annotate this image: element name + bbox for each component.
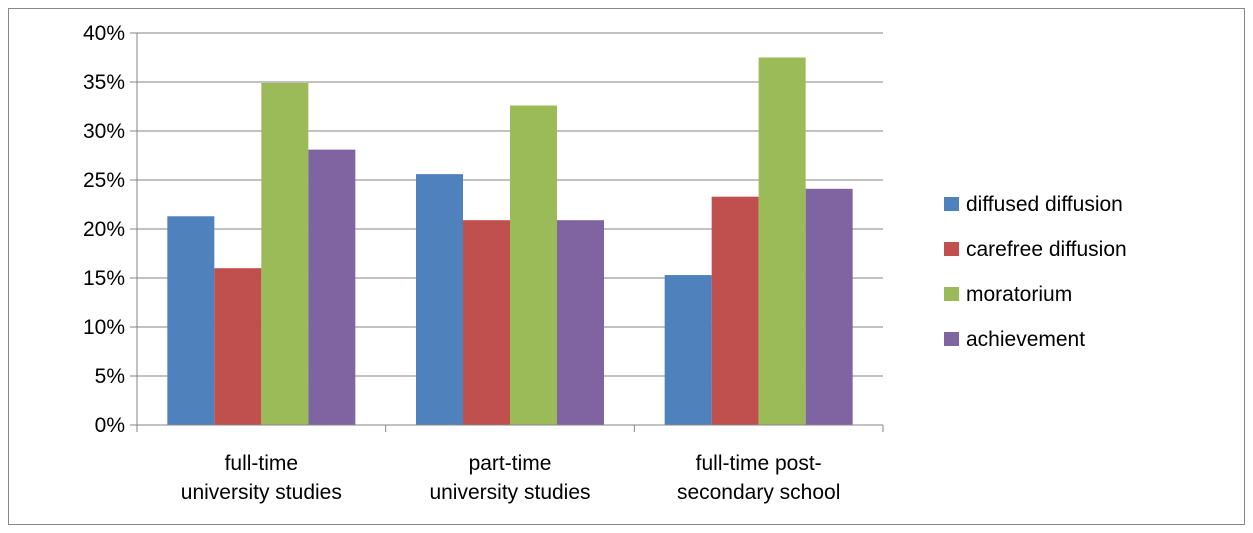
y-tick-label: 35% [83,71,125,94]
y-tick-label: 40% [83,22,125,45]
bar [510,105,557,426]
bar [557,220,604,425]
x-category-label: full-time post- [696,452,822,475]
bar [167,216,215,425]
y-tick-label: 25% [83,169,125,192]
y-tick-label: 30% [83,120,125,143]
bar [416,174,463,425]
bar [261,82,309,425]
legend-label: moratorium [966,283,1072,306]
x-category-label: part-time [469,452,552,475]
y-tick-labels: 0% 5% 10% 15% 20% 25% 30% 35% 40% [83,22,125,437]
legend-label: achievement [966,328,1085,351]
category-labels: full-time university studies part-time univ… [181,452,841,504]
bar [463,220,510,425]
bar [758,57,806,425]
legend-swatch [944,332,959,346]
x-category-label: university studies [429,481,590,504]
legend-swatch [944,197,959,211]
axes [130,32,884,432]
legend-label: carefree diffusion [966,238,1127,261]
bar [805,188,853,425]
y-tick-label: 0% [95,414,125,437]
legend-swatch [944,242,959,256]
y-tick-label: 10% [83,316,125,339]
legend: diffused diffusion carefree diffusion mora… [944,193,1127,351]
legend-swatch [944,287,959,301]
x-category-label: university studies [181,481,342,504]
bar [308,149,356,425]
bars [167,57,853,426]
x-category-label: full-time [225,452,299,475]
y-tick-label: 15% [83,267,125,290]
legend-label: diffused diffusion [966,193,1123,216]
y-tick-label: 20% [83,218,125,241]
bar [214,268,262,425]
x-category-label: secondary school [677,481,840,504]
bar [711,196,759,425]
y-tick-label: 5% [95,365,125,388]
bar [664,275,712,425]
